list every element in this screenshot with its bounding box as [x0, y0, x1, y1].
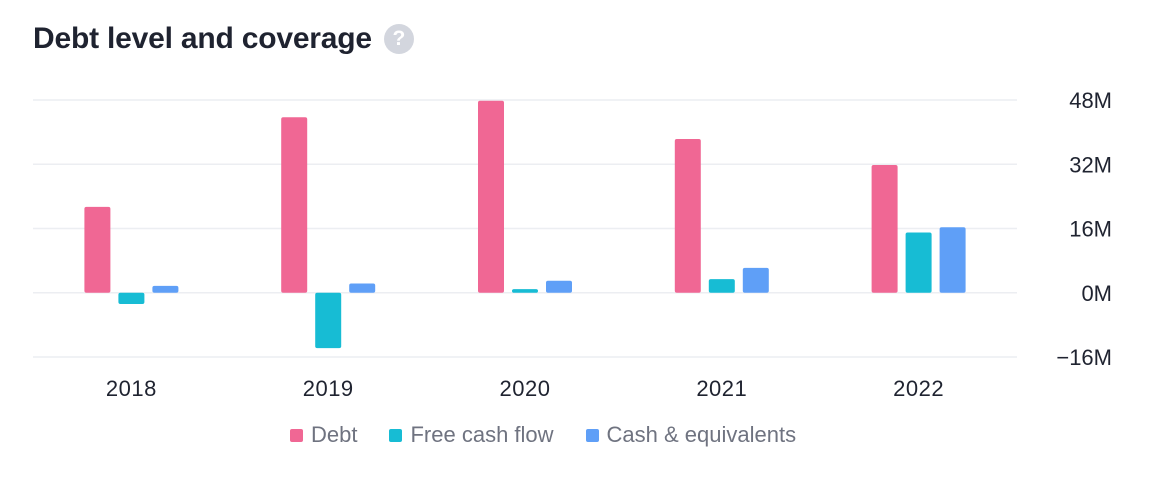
legend-swatch: [585, 428, 599, 442]
bar-free-cash-flow-2021: [708, 279, 735, 293]
x-tick-label: 2020: [500, 376, 551, 401]
bar-debt-2018: [84, 206, 111, 293]
bar-chart: 48M 32M 16M 0M −16M 2018 2019 2020 2021 2022: [33, 88, 1112, 401]
bar-cash-equivalents-2022: [939, 227, 966, 293]
bar-free-cash-flow-2020: [512, 289, 538, 293]
legend-swatch: [389, 428, 403, 442]
bar-debt-2022: [871, 165, 898, 293]
legend-label: Cash & equivalents: [606, 422, 797, 447]
y-tick-label: 16M: [1069, 217, 1112, 242]
x-tick-label: 2021: [696, 376, 747, 401]
legend-label: Debt: [311, 422, 358, 447]
x-tick-label: 2022: [893, 376, 944, 401]
y-tick-label: 0M: [1081, 281, 1112, 306]
bar-free-cash-flow-2022: [905, 232, 932, 293]
bar-cash-equivalents-2020: [546, 280, 572, 293]
help-icon[interactable]: ?: [383, 24, 414, 54]
x-tick-label: 2018: [106, 376, 157, 401]
y-tick-label: 32M: [1069, 152, 1112, 177]
bar-cash-equivalents-2019: [349, 283, 376, 293]
bar-free-cash-flow-2018: [118, 292, 145, 304]
x-tick-label: 2019: [303, 376, 354, 401]
chart-legend: Debt Free cash flow Cash & equivalents: [290, 422, 796, 448]
bar-debt-2020: [478, 100, 504, 293]
chart-title: Debt level and coverage: [33, 22, 372, 55]
bar-debt-2021: [674, 138, 701, 293]
chart-header: Debt level and coverage ?: [33, 22, 414, 56]
legend-item[interactable]: Cash & equivalents: [585, 422, 797, 448]
bar-cash-equivalents-2021: [742, 267, 769, 293]
legend-item[interactable]: Debt: [290, 422, 357, 448]
bar-debt-2019: [281, 117, 308, 293]
legend-item[interactable]: Free cash flow: [389, 422, 554, 448]
bar-free-cash-flow-2019: [315, 292, 342, 349]
y-tick-label: −16M: [1056, 345, 1112, 370]
legend-label: Free cash flow: [410, 422, 554, 447]
bar-cash-equivalents-2018: [152, 285, 179, 293]
legend-swatch: [290, 428, 303, 442]
y-tick-label: 48M: [1069, 88, 1112, 113]
